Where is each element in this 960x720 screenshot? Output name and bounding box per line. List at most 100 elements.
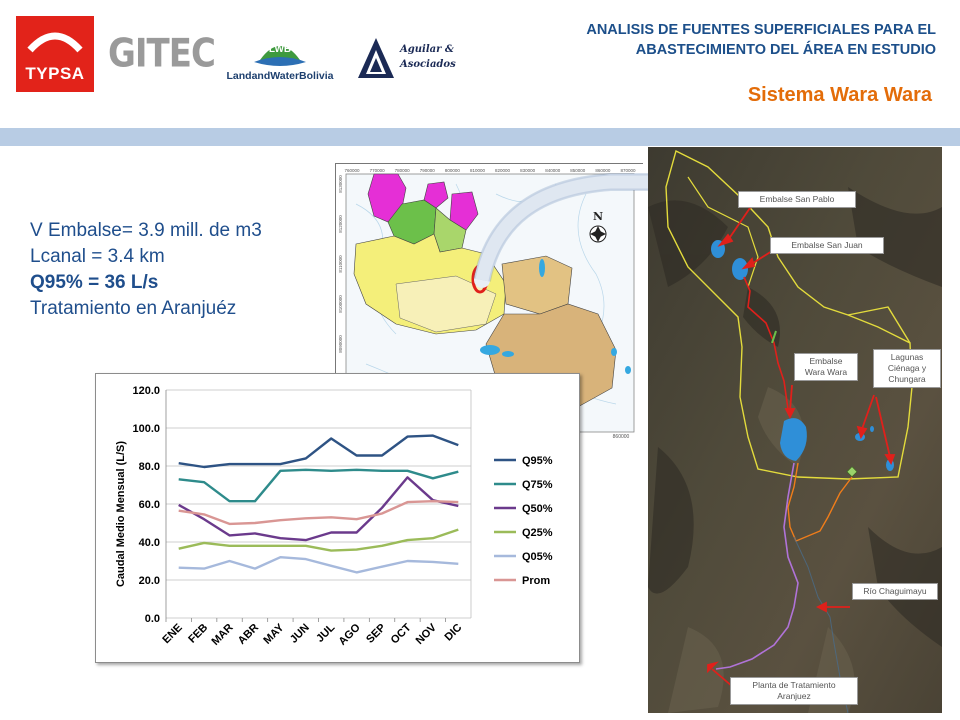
- fact-canal-length: Lcanal = 3.4 km: [30, 246, 165, 267]
- lwb-logo: LWB LandandWaterBolivia: [214, 30, 346, 90]
- map-top-tick: 840000: [545, 168, 561, 173]
- fact-treatment: Tratamiento en Aranjuéz: [30, 298, 237, 319]
- map-top-tick: 790000: [420, 168, 436, 173]
- chart-xtick-label: OCT: [389, 621, 414, 646]
- map-left-tick: 8130000: [338, 175, 343, 193]
- typsa-logo-text: TYPSA: [25, 64, 85, 83]
- lwb-logo-mark-icon: LWB: [254, 44, 306, 66]
- map-top-tick: 860000: [595, 168, 611, 173]
- chart-xtick-label: ENE: [160, 622, 184, 646]
- chart-xtick-label: DIC: [443, 622, 465, 644]
- chart-ytick-label: 20.0: [139, 575, 160, 587]
- callout-planta: Planta de Tratamiento Aranjuez: [730, 677, 858, 705]
- map-region-magenta-2: [423, 181, 449, 209]
- map-top-tick: 800000: [445, 168, 461, 173]
- catchment-boundary-east: [847, 306, 911, 344]
- header-band: [0, 128, 960, 146]
- lwb-logo-text: LandandWaterBolivia: [226, 70, 334, 82]
- chart-legend-label: Prom: [522, 575, 550, 587]
- aguilar-logo-text: Aguilar & Asociados: [400, 42, 456, 72]
- chart-series-line: [178, 468, 459, 503]
- gitec-logo: GITEC: [108, 31, 216, 77]
- red-pointer-arrows: [707, 204, 896, 694]
- chart-legend-label: Q50%: [522, 503, 553, 515]
- map-top-tick: 780000: [395, 168, 411, 173]
- callout-wara-wara-line1: Embalse: [809, 356, 843, 366]
- facts-block: V Embalse= 3.9 mill. de m3 Lcanal = 3.4 …: [30, 218, 262, 322]
- map-top-tick: 810000: [470, 168, 486, 173]
- map-left-tick: 8110000: [338, 255, 343, 273]
- catchment-boundary-inner: [687, 176, 759, 288]
- map-region-magenta-3: [449, 191, 479, 231]
- chart-series-line: [178, 499, 459, 526]
- chart-ylabel: Caudal Medio Mensual (L/S): [115, 441, 127, 587]
- chart-series-line: [178, 476, 459, 542]
- map-top-tick: 760000: [344, 168, 360, 173]
- chart-legend-label: Q75%: [522, 479, 553, 491]
- chart-ytick-label: 40.0: [139, 537, 160, 549]
- callout-lagunas-line3: Chungara: [888, 374, 926, 384]
- callout-san-pablo: Embalse San Pablo: [738, 191, 856, 208]
- map-lake-3: [539, 259, 545, 277]
- chart-xtick-label: AGO: [337, 621, 364, 648]
- map-top-ticks: 760000 770000 780000 790000 800000 810000 8200…: [344, 168, 636, 173]
- small-lagoon: [870, 426, 874, 432]
- map-top-tick: 870000: [620, 168, 636, 173]
- chart-xtick-label: FEB: [186, 622, 210, 646]
- aguilar-logo: Aguilar & Asociados: [356, 34, 466, 82]
- typsa-logo: TYPSA: [16, 16, 94, 92]
- map-region-tan-1: [501, 255, 573, 315]
- chart-series-line: [178, 528, 459, 552]
- fact-volume: V Embalse= 3.9 mill. de m3: [30, 220, 262, 241]
- map-lake-2: [502, 351, 514, 357]
- chart-series-line: [178, 434, 459, 469]
- map-top-tick: 770000: [370, 168, 386, 173]
- wara-wara-reservoir: [780, 418, 807, 461]
- slide-title: ANALISIS DE FUENTES SUPERFICIALES PARA E…: [496, 20, 936, 60]
- slide-title-line1: ANALISIS DE FUENTES SUPERFICIALES PARA E…: [586, 22, 936, 38]
- chart-xtick-label: MAY: [261, 621, 287, 647]
- map-top-tick: 850000: [570, 168, 586, 173]
- chart-series-line: [178, 555, 459, 574]
- map-lake-5: [625, 366, 631, 374]
- green-canal: [771, 330, 777, 344]
- map-lake-1: [480, 345, 500, 355]
- chart-xtick-label: JUN: [288, 622, 312, 646]
- callout-wara-wara-line2: Wara Wara: [804, 367, 848, 377]
- flow-chart: 0.0 20.0 40.0 60.0 80.0 100.0 120.0 ENE FEB MAR A…: [95, 373, 580, 663]
- red-canal: [743, 276, 789, 410]
- callout-lagunas-line2: Ciénaga y: [887, 363, 927, 373]
- typsa-logo-mark-icon: [27, 32, 83, 53]
- chart-legend-label: Q25%: [522, 527, 553, 539]
- callout-chaguimayu: Río Chaguimayu: [852, 583, 938, 600]
- chart-xtick-label: JUL: [314, 621, 337, 644]
- chart-xtick-label: SEP: [364, 622, 388, 646]
- callout-san-juan: Embalse San Juan: [770, 237, 884, 254]
- callout-lagunas: Lagunas Ciénaga y Chungara: [873, 349, 941, 388]
- fact-q95: Q95% = 36 L/s: [30, 272, 159, 293]
- callout-planta-line1: Planta de Tratamiento: [752, 680, 836, 690]
- north-label: N: [593, 210, 603, 223]
- chart-ytick-label: 80.0: [139, 461, 160, 473]
- map-left-tick: 8100000: [338, 295, 343, 313]
- chart-ytick-label: 100.0: [132, 423, 160, 435]
- slide-title-line2: ABASTECIMIENTO DEL ÁREA EN ESTUDIO: [635, 42, 936, 58]
- aguilar-line2: Asociados: [400, 59, 456, 70]
- callout-wara-wara: Embalse Wara Wara: [794, 353, 858, 381]
- callout-lagunas-line1: Lagunas: [890, 352, 924, 362]
- map-top-tick: 820000: [495, 168, 511, 173]
- lwb-badge-text: LWB: [269, 44, 291, 55]
- map-left-tick: 8120000: [338, 215, 343, 233]
- san-juan-reservoir: [732, 258, 748, 280]
- slide-subtitle: Sistema Wara Wara: [747, 84, 932, 106]
- chart-xtick-label: ABR: [236, 622, 261, 647]
- callout-planta-line2: Aranjuez: [777, 691, 811, 701]
- chart-xtick-label: NOV: [414, 621, 440, 647]
- map-region-cercado: [395, 275, 497, 333]
- map-top-tick: 830000: [520, 168, 536, 173]
- map-lake-4: [611, 348, 617, 356]
- purple-pipeline: [715, 462, 799, 670]
- map-left-tick: 8090000: [338, 335, 343, 353]
- satellite-image: Embalse San Pablo Embalse San Juan Embal…: [648, 147, 942, 713]
- satellite-graphic: [648, 147, 942, 713]
